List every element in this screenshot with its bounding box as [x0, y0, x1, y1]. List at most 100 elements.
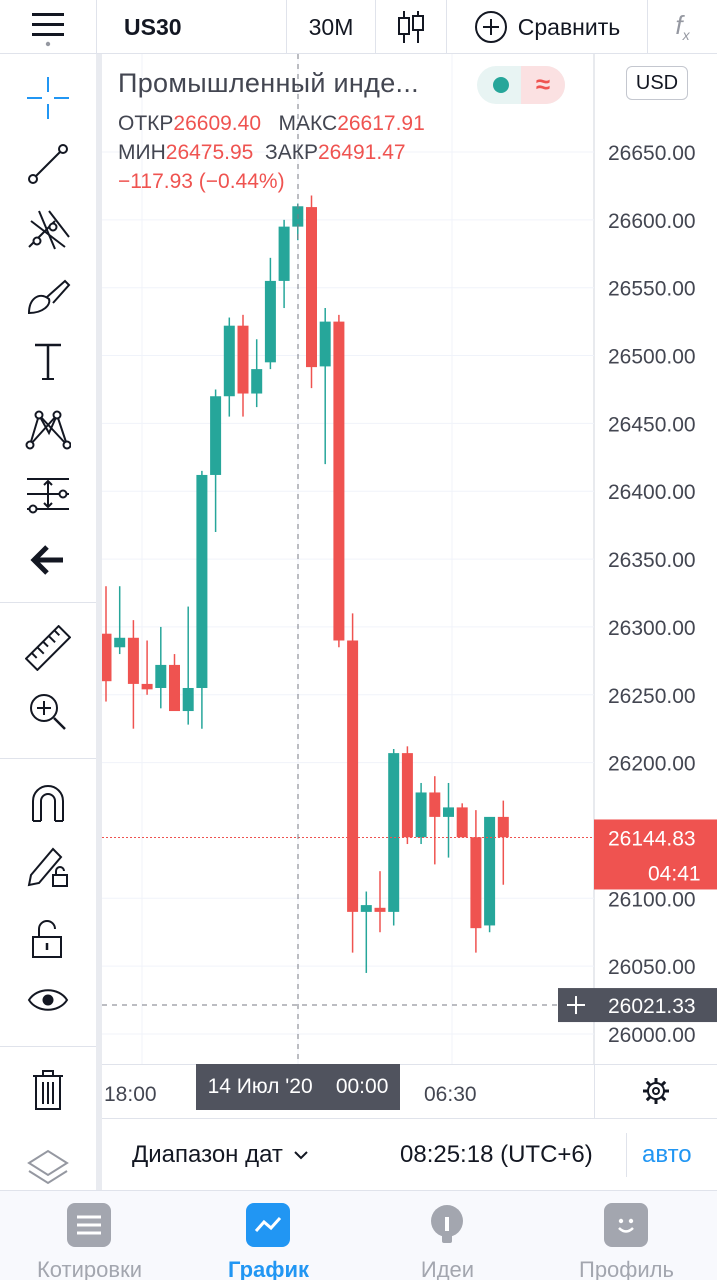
zoom-in-icon: [30, 694, 66, 730]
nav-ideas[interactable]: Идеи: [358, 1191, 537, 1280]
candle-body: [102, 633, 112, 682]
trend-line-tool[interactable]: [0, 134, 96, 194]
prediction-icon: [27, 478, 69, 514]
candle-body: [347, 640, 359, 912]
back-arrow-icon: [30, 545, 63, 575]
brush-icon: [27, 279, 71, 315]
magnet-icon: [32, 785, 64, 822]
open-label: ОТКР: [118, 112, 174, 135]
ruler-tool[interactable]: [0, 618, 96, 678]
lock-drawings-tool[interactable]: [0, 836, 96, 896]
ruler-icon: [25, 625, 71, 671]
chart-icon: [246, 1203, 290, 1247]
crosshair-price-badge: [594, 988, 717, 1023]
gear-icon: [643, 1078, 669, 1104]
price-tick-label: 26250.00: [608, 685, 696, 708]
nav-label: Профиль: [579, 1257, 674, 1280]
text-tool[interactable]: [0, 332, 96, 392]
nav-quotes[interactable]: Котировки: [0, 1191, 179, 1280]
trend-line-icon: [28, 144, 68, 184]
candle-body: [155, 664, 167, 688]
hamburger-menu-icon: [32, 13, 64, 47]
candle-body: [333, 321, 345, 641]
pitchfork-tool[interactable]: [0, 200, 96, 260]
date-range-button[interactable]: Диапазон дат: [132, 1119, 309, 1191]
candle-body: [223, 325, 235, 397]
price-tick-label: 26100.00: [608, 888, 696, 911]
price-tick-label: 26400.00: [608, 481, 696, 504]
time-tick-label: 06:30: [424, 1083, 477, 1106]
candle-body: [429, 792, 441, 817]
toolbar-separator: [286, 0, 287, 54]
price-tick-label: 26600.00: [608, 210, 696, 233]
close-label: ЗАКР: [265, 141, 318, 164]
price-tick-label: 26200.00: [608, 753, 696, 776]
symbol-title[interactable]: Промышленный инде...: [118, 68, 419, 98]
price-chart[interactable]: 26650.00 26600.00 26550.00 26500.00 26450.00…: [102, 54, 717, 1064]
top-toolbar: US30 30M Сравнить fx: [0, 0, 717, 54]
time-tick-label: 18:00: [104, 1083, 157, 1106]
candle-body: [169, 664, 180, 712]
toolbar-separator: [446, 0, 447, 54]
compare-button[interactable]: Сравнить: [447, 0, 647, 54]
interval-selector[interactable]: 30M: [308, 13, 354, 40]
drawing-toolbar: [0, 54, 96, 1190]
chart-legend: Промышленный инде... ОТКР26609.40 МАКС26…: [118, 68, 425, 196]
current-price-label: 26144.83: [608, 827, 696, 850]
crosshair-price-label: 26021.33: [608, 995, 696, 1018]
delete-tool[interactable]: [0, 1060, 96, 1120]
chart-settings-button[interactable]: [594, 1064, 717, 1118]
indicators-button[interactable]: fx: [648, 0, 717, 54]
crosshair-date: 14 Июл '20: [207, 1075, 313, 1098]
brush-tool[interactable]: [0, 266, 96, 326]
nav-profile[interactable]: Профиль: [537, 1191, 716, 1280]
eye-icon: [27, 989, 69, 1011]
high-value: 26617.91: [337, 112, 425, 135]
auto-scale-button[interactable]: авто: [642, 1141, 692, 1168]
legend-ohlc-row-1: ОТКР26609.40 МАКС26617.91: [118, 109, 425, 138]
nav-label: График: [227, 1257, 310, 1280]
timezone-clock[interactable]: 08:25:18 (UTC+6): [400, 1141, 593, 1168]
time-axis[interactable]: 18:00 06:30: [102, 1064, 717, 1118]
nav-chart[interactable]: График: [179, 1191, 358, 1280]
text-tool-icon: [35, 343, 61, 380]
low-label: МИН: [118, 141, 166, 164]
pencil-lock-icon: [27, 847, 68, 887]
market-status-pill[interactable]: ≈: [477, 66, 565, 104]
close-value: 26491.47: [317, 141, 406, 164]
profile-icon: [604, 1203, 648, 1247]
layers-tool[interactable]: [0, 1134, 96, 1190]
chart-type-button[interactable]: [376, 0, 446, 54]
candle-body: [374, 907, 386, 912]
toolbar-separator: [96, 0, 97, 54]
price-tick-label: 26450.00: [608, 413, 696, 436]
magnet-tool[interactable]: [0, 772, 96, 832]
unlock-tool[interactable]: [0, 908, 96, 968]
pattern-icon: [25, 410, 71, 450]
date-range-label: Диапазон дат: [132, 1141, 283, 1168]
candle-body: [388, 753, 400, 912]
zoom-in-tool[interactable]: [0, 682, 96, 742]
ideas-icon: [425, 1203, 469, 1247]
high-label: МАКС: [278, 112, 338, 135]
pattern-tool[interactable]: [0, 398, 96, 458]
candle-body: [127, 637, 139, 684]
prediction-tool[interactable]: [0, 464, 96, 524]
open-value: 26609.40: [173, 112, 261, 135]
range-bar-separator: [626, 1133, 627, 1177]
visibility-tool[interactable]: [0, 970, 96, 1030]
back-button[interactable]: [0, 530, 96, 590]
currency-button[interactable]: USD: [626, 66, 688, 100]
crosshair-icon: [27, 77, 69, 119]
candle-body: [264, 280, 276, 363]
symbol-selector[interactable]: US30: [124, 13, 182, 40]
candle-body: [319, 321, 331, 367]
toolbar-divider: [0, 1046, 96, 1047]
price-axis-background: [594, 54, 717, 1064]
candle-body: [360, 905, 372, 912]
menu-button[interactable]: [0, 0, 96, 54]
crosshair-tool[interactable]: [0, 68, 96, 128]
toolbar-divider: [0, 602, 96, 603]
low-value: 26475.95: [165, 141, 254, 164]
unlock-icon: [32, 920, 62, 958]
